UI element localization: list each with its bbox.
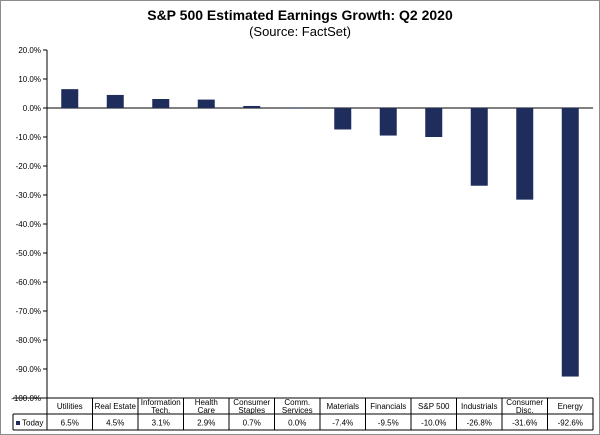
category-label: Health [195, 398, 218, 407]
y-tick-label: -30.0% [16, 191, 41, 200]
data-label: -7.4% [332, 419, 353, 428]
data-label: 2.9% [197, 419, 215, 428]
category-label: Care [198, 406, 216, 415]
data-label: -92.6% [558, 419, 583, 428]
category-label: Tech. [151, 406, 170, 415]
bar [470, 108, 488, 186]
data-label: -31.6% [512, 419, 537, 428]
bar [288, 108, 306, 109]
category-label: Staples [238, 406, 265, 415]
data-label: 4.5% [106, 419, 124, 428]
category-label: Services [282, 406, 313, 415]
chart-subtitle: (Source: FactSet) [249, 24, 351, 39]
bar [379, 108, 397, 136]
bar [516, 108, 534, 200]
y-tick-label: 10.0% [18, 75, 41, 84]
y-tick-label: -40.0% [16, 220, 41, 229]
bar [334, 108, 352, 130]
category-label: Industrials [461, 402, 497, 411]
data-label: 0.7% [243, 419, 261, 428]
legend-key [16, 421, 20, 425]
data-label: -26.8% [467, 419, 492, 428]
bar [152, 99, 170, 108]
data-label: 3.1% [152, 419, 170, 428]
y-tick-label: -20.0% [16, 162, 41, 171]
bar [106, 94, 124, 108]
y-tick-label: -50.0% [16, 249, 41, 258]
category-label: Consumer [233, 398, 270, 407]
category-label: Disc. [516, 406, 534, 415]
bar [61, 89, 79, 108]
bar [243, 105, 261, 108]
data-label: 6.5% [61, 419, 79, 428]
chart-title: S&P 500 Estimated Earnings Growth: Q2 20… [147, 7, 453, 23]
category-label: S&P 500 [418, 402, 450, 411]
legend-label: Today [22, 419, 43, 428]
category-label: Consumer [506, 398, 543, 407]
category-label: Financials [370, 402, 406, 411]
category-label: Utilities [57, 402, 83, 411]
y-tick-label: -90.0% [16, 365, 41, 374]
category-label: Materials [327, 402, 359, 411]
bar [561, 108, 579, 377]
bar [425, 108, 443, 137]
y-tick-label: -70.0% [16, 307, 41, 316]
data-label: -10.0% [421, 419, 446, 428]
category-label: Information [141, 398, 181, 407]
data-label: -9.5% [378, 419, 399, 428]
y-tick-label: -10.0% [16, 133, 41, 142]
category-label: Comm. [284, 398, 310, 407]
category-label: Energy [558, 402, 583, 411]
y-tick-label: 20.0% [18, 46, 41, 55]
y-tick-label: 0.0% [23, 104, 41, 113]
category-label: Real Estate [95, 402, 137, 411]
bar [197, 99, 215, 108]
y-tick-label: -80.0% [16, 336, 41, 345]
y-tick-label: -60.0% [16, 278, 41, 287]
data-label: 0.0% [288, 419, 306, 428]
